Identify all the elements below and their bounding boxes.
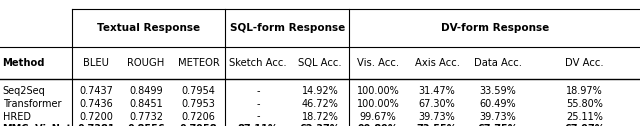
Text: 62.37%: 62.37% <box>300 124 340 126</box>
Text: 87.11%: 87.11% <box>237 124 278 126</box>
Text: 18.72%: 18.72% <box>301 112 339 122</box>
Text: 0.7206: 0.7206 <box>182 112 215 122</box>
Text: 0.7381: 0.7381 <box>77 124 115 126</box>
Text: 0.7436: 0.7436 <box>79 99 113 109</box>
Text: -: - <box>256 86 260 96</box>
Text: Vis. Acc.: Vis. Acc. <box>357 58 399 68</box>
Text: 0.7954: 0.7954 <box>182 86 215 96</box>
Text: 46.72%: 46.72% <box>301 99 339 109</box>
Text: 0.7200: 0.7200 <box>79 112 113 122</box>
Text: Transformer: Transformer <box>3 99 61 109</box>
Text: Sketch Acc.: Sketch Acc. <box>229 58 287 68</box>
Text: 0.8451: 0.8451 <box>129 99 163 109</box>
Text: 99.67%: 99.67% <box>360 112 397 122</box>
Text: 55.80%: 55.80% <box>566 99 603 109</box>
Text: 31.47%: 31.47% <box>419 86 456 96</box>
Text: -: - <box>256 99 260 109</box>
Text: Seq2Seq: Seq2Seq <box>3 86 45 96</box>
Text: Method: Method <box>3 58 45 68</box>
Text: 0.8556: 0.8556 <box>127 124 164 126</box>
Text: 60.49%: 60.49% <box>479 99 516 109</box>
Text: 100.00%: 100.00% <box>357 99 399 109</box>
Text: 33.59%: 33.59% <box>479 86 516 96</box>
Text: SQL-form Response: SQL-form Response <box>230 23 345 33</box>
Text: 100.00%: 100.00% <box>357 86 399 96</box>
Text: 99.89%: 99.89% <box>358 124 399 126</box>
Text: 0.7953: 0.7953 <box>182 99 215 109</box>
Text: 0.7732: 0.7732 <box>129 112 163 122</box>
Text: 0.8499: 0.8499 <box>129 86 163 96</box>
Text: Data Acc.: Data Acc. <box>474 58 522 68</box>
Text: BLEU: BLEU <box>83 58 109 68</box>
Text: 0.7437: 0.7437 <box>79 86 113 96</box>
Text: -: - <box>256 112 260 122</box>
Text: MMCoVisNet: MMCoVisNet <box>3 124 72 126</box>
Text: 25.11%: 25.11% <box>566 112 603 122</box>
Text: 0.7958: 0.7958 <box>180 124 217 126</box>
Text: DV-form Response: DV-form Response <box>440 23 549 33</box>
Text: 18.97%: 18.97% <box>566 86 603 96</box>
Text: DV Acc.: DV Acc. <box>565 58 604 68</box>
Text: 67.30%: 67.30% <box>419 99 456 109</box>
Text: 73.55%: 73.55% <box>417 124 458 126</box>
Text: SQL Acc.: SQL Acc. <box>298 58 342 68</box>
Text: METEOR: METEOR <box>177 58 220 68</box>
Text: ROUGH: ROUGH <box>127 58 164 68</box>
Text: 39.73%: 39.73% <box>419 112 456 122</box>
Text: HRED: HRED <box>3 112 31 122</box>
Text: 67.97%: 67.97% <box>564 124 605 126</box>
Text: 67.75%: 67.75% <box>477 124 518 126</box>
Text: 14.92%: 14.92% <box>301 86 339 96</box>
Text: Axis Acc.: Axis Acc. <box>415 58 460 68</box>
Text: Textual Response: Textual Response <box>97 23 200 33</box>
Text: 39.73%: 39.73% <box>479 112 516 122</box>
